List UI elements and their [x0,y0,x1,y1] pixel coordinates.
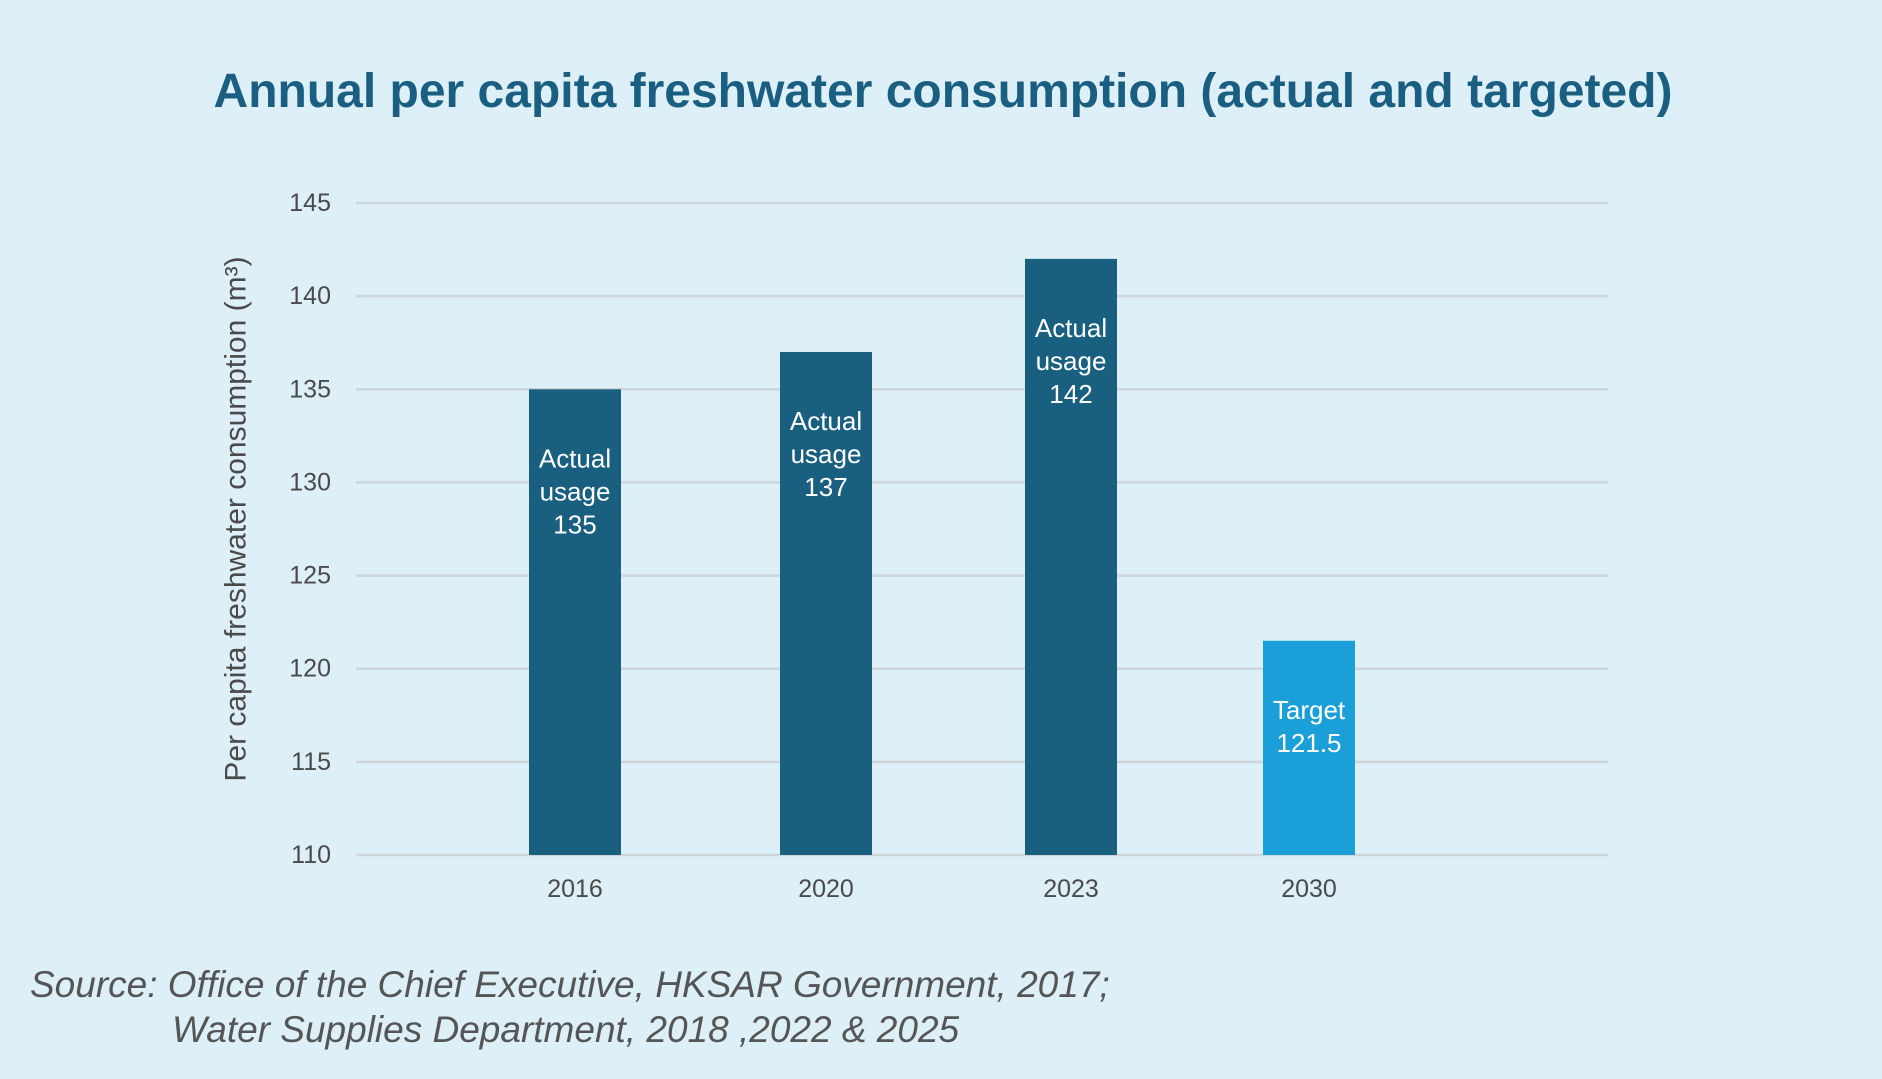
bar-label-2023: 142 [1049,379,1092,409]
y-tick-label: 135 [289,375,331,403]
bar-label-2020: 137 [804,472,847,502]
y-tick-label: 140 [289,282,331,310]
bar-label-2016: Actual [539,443,611,473]
y-tick-label: 115 [291,748,331,776]
x-tick-label: 2016 [547,875,603,903]
x-tick-label: 2023 [1043,875,1099,903]
bar-label-2016: usage [540,476,611,506]
bar-label-2023: usage [1036,346,1107,376]
bar-label-2030: 121.5 [1276,728,1341,758]
bar-2016 [529,389,621,855]
x-tick-label: 2020 [798,875,854,903]
y-axis-ticks: 110 115 120 125 130 135 140 145 [289,189,331,869]
x-axis-ticks: 2016 2020 2023 2030 [547,875,1337,903]
bar-2020 [780,352,872,855]
y-tick-label: 125 [289,562,331,590]
bar-label-2020: usage [791,439,862,469]
bar-label-2020: Actual [790,406,862,436]
x-tick-label: 2030 [1281,875,1337,903]
bar-labels: Actualusage135Actualusage137Actualusage1… [539,313,1346,758]
bar-2023 [1025,258,1117,855]
source-line-1: Source: Office of the Chief Executive, H… [30,964,1110,1005]
bars [529,258,1355,855]
bar-2030 [1263,640,1355,855]
y-tick-label: 145 [289,189,331,217]
bar-label-2030: Target [1273,695,1346,725]
bar-label-2023: Actual [1035,313,1107,343]
chart-title: Annual per capita freshwater consumption… [214,65,1673,118]
source-note: Source: Office of the Chief Executive, H… [30,962,1110,1052]
y-tick-label: 130 [289,468,331,496]
bar-label-2016: 135 [553,509,596,539]
source-line-2: Water Supplies Department, 2018 ,2022 & … [172,1009,960,1050]
y-axis-label: Per capita freshwater consumption (m³) [220,256,253,781]
y-tick-label: 120 [289,655,331,683]
y-tick-label: 110 [291,841,331,869]
